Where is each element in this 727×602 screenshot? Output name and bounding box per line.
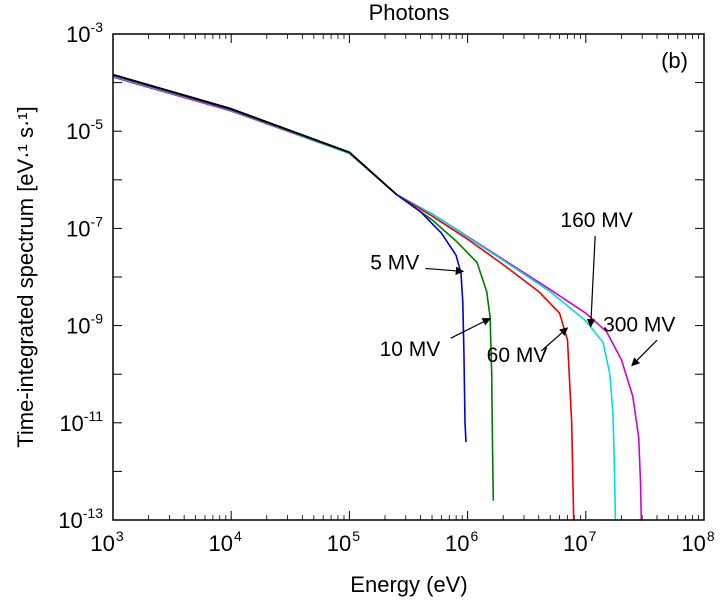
- annotation-arrow: [586, 235, 596, 328]
- tick-label-layer: 103 104 105 106 107 108 10-3 10-5 10-7 10-9 10-11 1…: [58, 19, 715, 556]
- series-line-2: [113, 75, 617, 520]
- x-tick-label: 107: [563, 528, 596, 556]
- plot-frame: [112, 33, 705, 521]
- annotation-label: 5 MV: [370, 251, 419, 274]
- series-line-3: [113, 74, 575, 520]
- y-tick-label: 10-3: [66, 19, 103, 47]
- annotation-label: 10 MV: [380, 338, 441, 361]
- series-line-4: [113, 74, 495, 501]
- series-layer: [113, 73, 643, 520]
- x-axis-label: Energy (eV): [350, 572, 467, 597]
- annotation-label: 60 MV: [487, 344, 548, 367]
- y-tick-label: 10-5: [66, 116, 103, 144]
- y-tick-label: 10-7: [66, 213, 103, 241]
- x-tick-label: 108: [681, 528, 714, 556]
- annotation-arrow: [631, 339, 658, 367]
- axis-ticks: [112, 33, 705, 521]
- x-tick-label: 104: [209, 528, 242, 556]
- y-tick-label: 10-11: [59, 408, 103, 436]
- panel-label: (b): [661, 48, 688, 73]
- annotation-arrow: [450, 317, 491, 339]
- annotation-arrow: [425, 266, 465, 276]
- y-tick-label: 10-9: [66, 311, 103, 339]
- series-line-1: [113, 76, 643, 520]
- annotation-arrow: [540, 327, 569, 352]
- annotation-label: 160 MV: [560, 209, 632, 232]
- annotation-layer: 5 MV 10 MV 60 MV 160 MV 300 MV: [370, 209, 675, 367]
- x-tick-label: 103: [90, 528, 123, 556]
- x-tick-label: 106: [445, 528, 478, 556]
- annotation-label: 300 MV: [603, 314, 675, 337]
- chart-title: Photons: [369, 0, 450, 25]
- y-tick-label: 10-13: [58, 505, 103, 533]
- y-axis-label: Time-integrated spectrum [eV·¹ s·¹]: [13, 106, 38, 448]
- series-line-6: [113, 73, 397, 195]
- x-tick-label: 105: [327, 528, 360, 556]
